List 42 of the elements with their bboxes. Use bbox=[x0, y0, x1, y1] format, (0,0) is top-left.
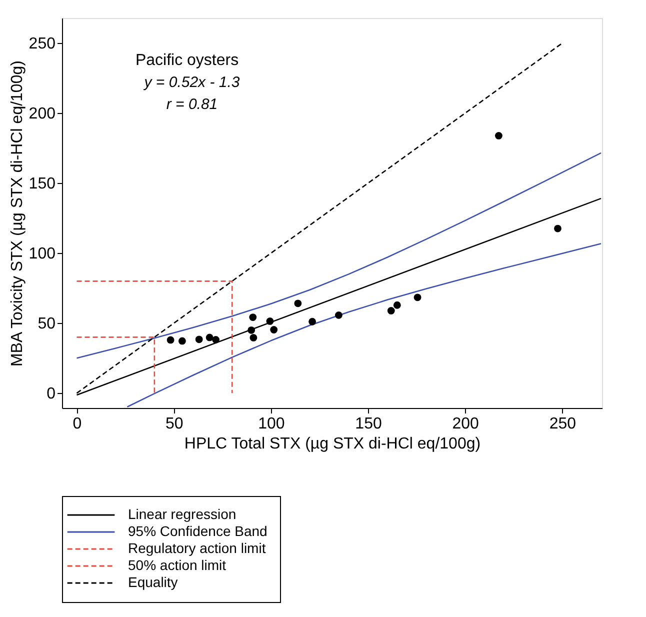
y-axis-title: MBA Toxicity STX (µg STX di-HCl eq/100g) bbox=[8, 60, 26, 366]
annotation: r = 0.81 bbox=[166, 96, 218, 113]
x-tick-label: 100 bbox=[258, 416, 285, 432]
point bbox=[494, 132, 502, 140]
point bbox=[249, 314, 257, 321]
x-axis-title: HPLC Total STX (µg STX di-HCl eq/100g) bbox=[184, 436, 481, 452]
y-tick-label: 100 bbox=[28, 246, 56, 263]
point bbox=[166, 336, 174, 344]
point bbox=[414, 294, 422, 302]
annotation: Pacific oysters bbox=[135, 52, 239, 69]
point bbox=[270, 326, 278, 334]
point bbox=[294, 300, 302, 308]
x-tick-label: 150 bbox=[355, 416, 382, 432]
point bbox=[195, 336, 203, 344]
legend-label: Regulatory action limit bbox=[128, 540, 266, 556]
point bbox=[250, 334, 258, 342]
point bbox=[387, 307, 395, 314]
x-tick-label: 0 bbox=[72, 416, 82, 432]
point bbox=[554, 224, 562, 232]
legend-label: Equality bbox=[128, 574, 178, 590]
y-tick-label: 200 bbox=[28, 106, 56, 123]
point bbox=[393, 301, 401, 309]
point bbox=[308, 318, 316, 326]
legend-label: 95% Confidence Band bbox=[128, 523, 268, 539]
point bbox=[334, 311, 342, 319]
line-series bbox=[126, 243, 602, 408]
y-tick-label: 50 bbox=[38, 316, 56, 333]
point bbox=[178, 337, 186, 345]
legend-label: Linear regression bbox=[128, 506, 236, 522]
x-tick-label: 250 bbox=[549, 416, 576, 432]
point bbox=[266, 318, 274, 325]
x-tick-label: 50 bbox=[165, 416, 184, 432]
y-tick-label: 250 bbox=[28, 36, 56, 53]
point bbox=[248, 326, 256, 334]
point bbox=[206, 334, 214, 342]
y-tick-label: 150 bbox=[28, 176, 56, 193]
point bbox=[212, 336, 220, 344]
y-tick-label: 0 bbox=[46, 386, 56, 403]
annotation: y = 0.52x - 1.3 bbox=[143, 74, 240, 91]
x-tick-label: 200 bbox=[452, 416, 480, 432]
line-series bbox=[76, 152, 602, 359]
legend-label: 50% action limit bbox=[128, 557, 226, 573]
